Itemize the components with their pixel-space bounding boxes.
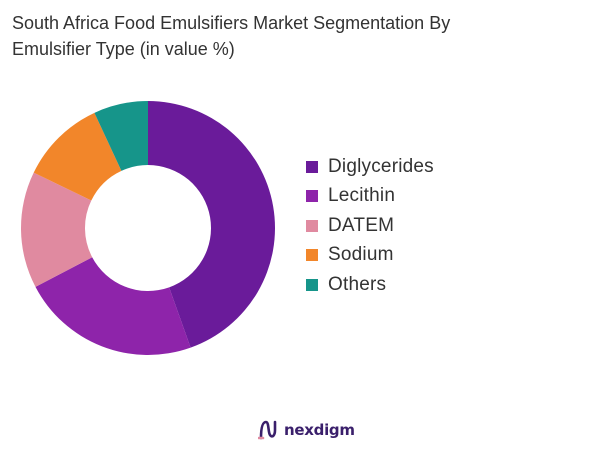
legend-label: Lecithin (328, 185, 396, 206)
legend-label: Diglycerides (328, 155, 434, 177)
donut-chart (20, 101, 276, 355)
donut-slice-diglycerides (148, 101, 276, 348)
donut-slice-datem (20, 172, 93, 287)
legend-item-lecithin: Lecithin (306, 182, 434, 211)
brand-logo: nexdigm (258, 418, 355, 442)
legend-swatch (306, 249, 318, 261)
legend-swatch (306, 219, 318, 232)
nexdigm-logo-icon (258, 420, 277, 440)
donut-slice-others (94, 101, 148, 171)
legend-swatch (306, 160, 318, 173)
legend-item-datem: DATEM (306, 211, 434, 240)
legend-item-diglycerides: Diglycerides (306, 152, 434, 181)
chart-title: South Africa Food Emulsifiers Market Seg… (12, 10, 592, 62)
legend-item-others: Others (306, 270, 434, 299)
legend-swatch (306, 190, 318, 202)
chart-legend: Diglycerides Lecithin DATEM Sodium Other… (306, 152, 434, 300)
legend-label: DATEM (328, 214, 395, 236)
donut-slice-sodium (33, 112, 122, 201)
chart-title-line-2: Emulsifier Type (in value %) (12, 39, 235, 59)
legend-item-sodium: Sodium (306, 241, 434, 270)
chart-title-line-1: South Africa Food Emulsifiers Market Seg… (12, 13, 451, 33)
brand-name: nexdigm (284, 421, 355, 439)
legend-swatch (306, 278, 318, 291)
legend-label: Others (328, 273, 387, 295)
legend-label: Sodium (328, 244, 394, 265)
donut-slice-lecithin (35, 257, 191, 355)
